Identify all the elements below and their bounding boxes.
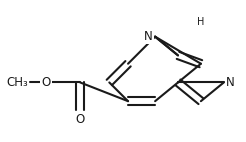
Text: N: N: [144, 30, 153, 43]
Text: CH₃: CH₃: [6, 76, 28, 89]
Text: O: O: [76, 113, 85, 126]
Text: O: O: [41, 76, 51, 89]
Text: N: N: [226, 76, 235, 89]
Text: H: H: [197, 17, 205, 27]
